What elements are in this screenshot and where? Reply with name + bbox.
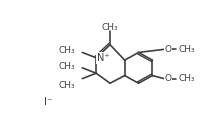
Text: CH₃: CH₃ xyxy=(58,62,75,71)
Text: I⁻: I⁻ xyxy=(44,97,52,107)
Text: CH₃: CH₃ xyxy=(179,74,195,83)
Text: O: O xyxy=(165,45,172,54)
Text: CH₃: CH₃ xyxy=(58,81,75,90)
Text: CH₃: CH₃ xyxy=(179,45,195,54)
Text: CH₃: CH₃ xyxy=(102,23,118,31)
Text: N⁺: N⁺ xyxy=(97,53,110,63)
Text: O: O xyxy=(165,74,172,83)
Text: CH₃: CH₃ xyxy=(58,46,75,55)
